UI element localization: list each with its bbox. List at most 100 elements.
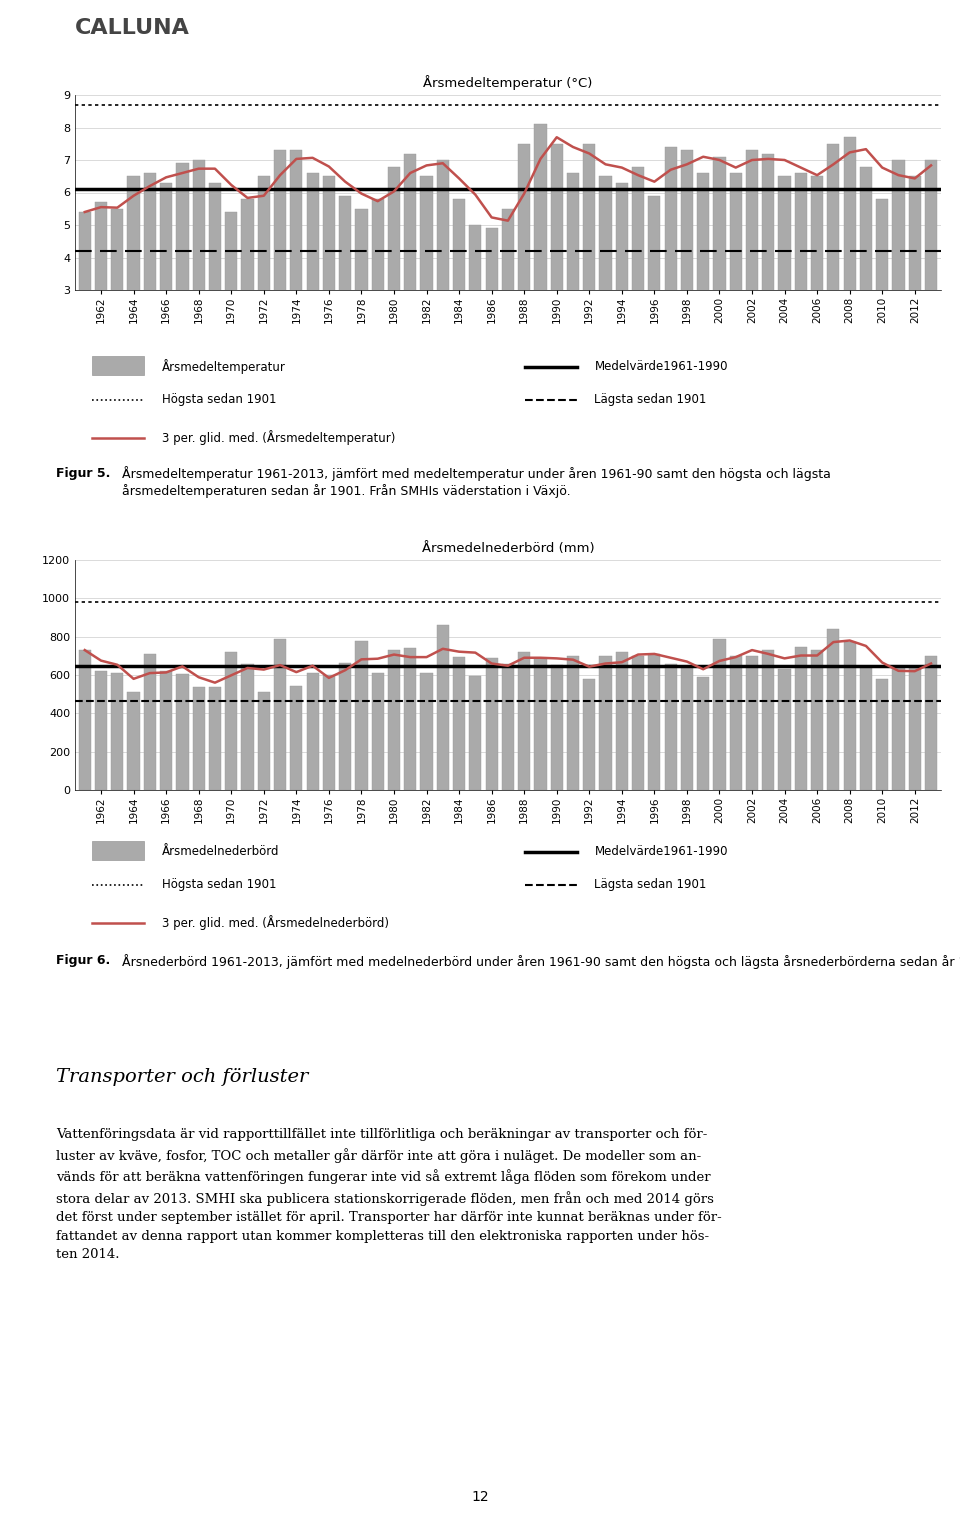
- Bar: [144, 173, 156, 387]
- Bar: [323, 176, 335, 387]
- Text: Medelvärde1961-1990: Medelvärde1961-1990: [594, 360, 728, 374]
- Bar: [746, 655, 758, 790]
- Bar: [306, 173, 319, 387]
- Bar: [209, 182, 221, 387]
- Text: Vattenföringsdata är vid rapporttillfället inte tillförlitliga och beräkningar a: Vattenföringsdata är vid rapporttillfäll…: [56, 1128, 722, 1262]
- Bar: [177, 674, 188, 790]
- Bar: [469, 225, 482, 387]
- Text: Högsta sedan 1901: Högsta sedan 1901: [161, 877, 276, 891]
- Bar: [551, 666, 563, 790]
- Bar: [893, 161, 904, 387]
- Bar: [876, 678, 888, 790]
- Bar: [551, 144, 563, 387]
- FancyBboxPatch shape: [92, 841, 144, 860]
- Bar: [241, 664, 253, 790]
- Bar: [615, 652, 628, 790]
- Bar: [79, 211, 91, 387]
- Bar: [518, 652, 530, 790]
- Bar: [437, 161, 449, 387]
- Bar: [893, 668, 904, 790]
- Bar: [860, 167, 872, 387]
- Bar: [257, 176, 270, 387]
- Bar: [567, 173, 579, 387]
- Bar: [339, 663, 351, 790]
- Bar: [599, 655, 612, 790]
- Bar: [730, 173, 742, 387]
- Bar: [290, 686, 302, 790]
- Bar: [648, 196, 660, 387]
- Bar: [469, 677, 482, 790]
- Text: Figur 6.: Figur 6.: [56, 954, 110, 966]
- Bar: [924, 655, 937, 790]
- Bar: [355, 640, 368, 790]
- Bar: [795, 648, 807, 790]
- Bar: [420, 176, 433, 387]
- Bar: [79, 651, 91, 790]
- Bar: [632, 167, 644, 387]
- Bar: [795, 173, 807, 387]
- Bar: [535, 124, 546, 387]
- Text: Högsta sedan 1901: Högsta sedan 1901: [161, 393, 276, 406]
- Text: Figur 5.: Figur 5.: [56, 467, 110, 479]
- Title: Årsmedeltemperatur (°C): Årsmedeltemperatur (°C): [423, 75, 592, 90]
- Bar: [811, 651, 824, 790]
- Bar: [664, 147, 677, 387]
- Text: Årsmedeltemperatur: Årsmedeltemperatur: [161, 358, 285, 374]
- Bar: [453, 657, 466, 790]
- Bar: [844, 138, 855, 387]
- Bar: [372, 674, 384, 790]
- Bar: [811, 176, 824, 387]
- Bar: [713, 638, 726, 790]
- Bar: [762, 651, 775, 790]
- Bar: [177, 164, 188, 387]
- Bar: [437, 625, 449, 790]
- Bar: [583, 678, 595, 790]
- Bar: [160, 671, 172, 790]
- Bar: [128, 692, 140, 790]
- Bar: [453, 199, 466, 387]
- Bar: [664, 663, 677, 790]
- Bar: [681, 668, 693, 790]
- Text: 3 per. glid. med. (Årsmedeltemperatur): 3 per. glid. med. (Årsmedeltemperatur): [161, 430, 395, 446]
- Bar: [241, 199, 253, 387]
- Bar: [924, 161, 937, 387]
- Bar: [730, 655, 742, 790]
- Bar: [388, 651, 400, 790]
- Bar: [567, 655, 579, 790]
- Bar: [323, 675, 335, 790]
- Bar: [535, 658, 546, 790]
- Bar: [518, 144, 530, 387]
- Bar: [615, 182, 628, 387]
- Bar: [95, 671, 108, 790]
- Bar: [632, 655, 644, 790]
- Bar: [779, 669, 791, 790]
- Bar: [339, 196, 351, 387]
- Bar: [746, 150, 758, 387]
- Bar: [226, 652, 237, 790]
- Text: Lägsta sedan 1901: Lägsta sedan 1901: [594, 393, 707, 406]
- Bar: [697, 677, 709, 790]
- Bar: [502, 663, 514, 790]
- Bar: [404, 648, 417, 790]
- Bar: [193, 686, 204, 790]
- Bar: [876, 199, 888, 387]
- Bar: [111, 674, 124, 790]
- Bar: [828, 629, 839, 790]
- Text: Årsmedelnederbörd: Årsmedelnederbörd: [161, 845, 279, 857]
- Text: Årsnederbörd 1961-2013, jämfört med medelnederbörd under åren 1961-90 samt den h: Årsnederbörd 1961-2013, jämfört med mede…: [122, 954, 960, 969]
- Title: Årsmedelnederbörd (mm): Årsmedelnederbörd (mm): [421, 542, 594, 554]
- Bar: [844, 643, 855, 790]
- Text: Lägsta sedan 1901: Lägsta sedan 1901: [594, 877, 707, 891]
- FancyBboxPatch shape: [92, 355, 144, 375]
- Bar: [193, 161, 204, 387]
- Bar: [209, 687, 221, 790]
- Bar: [583, 144, 595, 387]
- Text: Medelvärde1961-1990: Medelvärde1961-1990: [594, 845, 728, 857]
- Bar: [502, 208, 514, 387]
- Bar: [111, 208, 124, 387]
- Bar: [404, 153, 417, 387]
- Bar: [388, 167, 400, 387]
- Bar: [486, 228, 497, 387]
- Bar: [909, 176, 921, 387]
- Bar: [95, 202, 108, 387]
